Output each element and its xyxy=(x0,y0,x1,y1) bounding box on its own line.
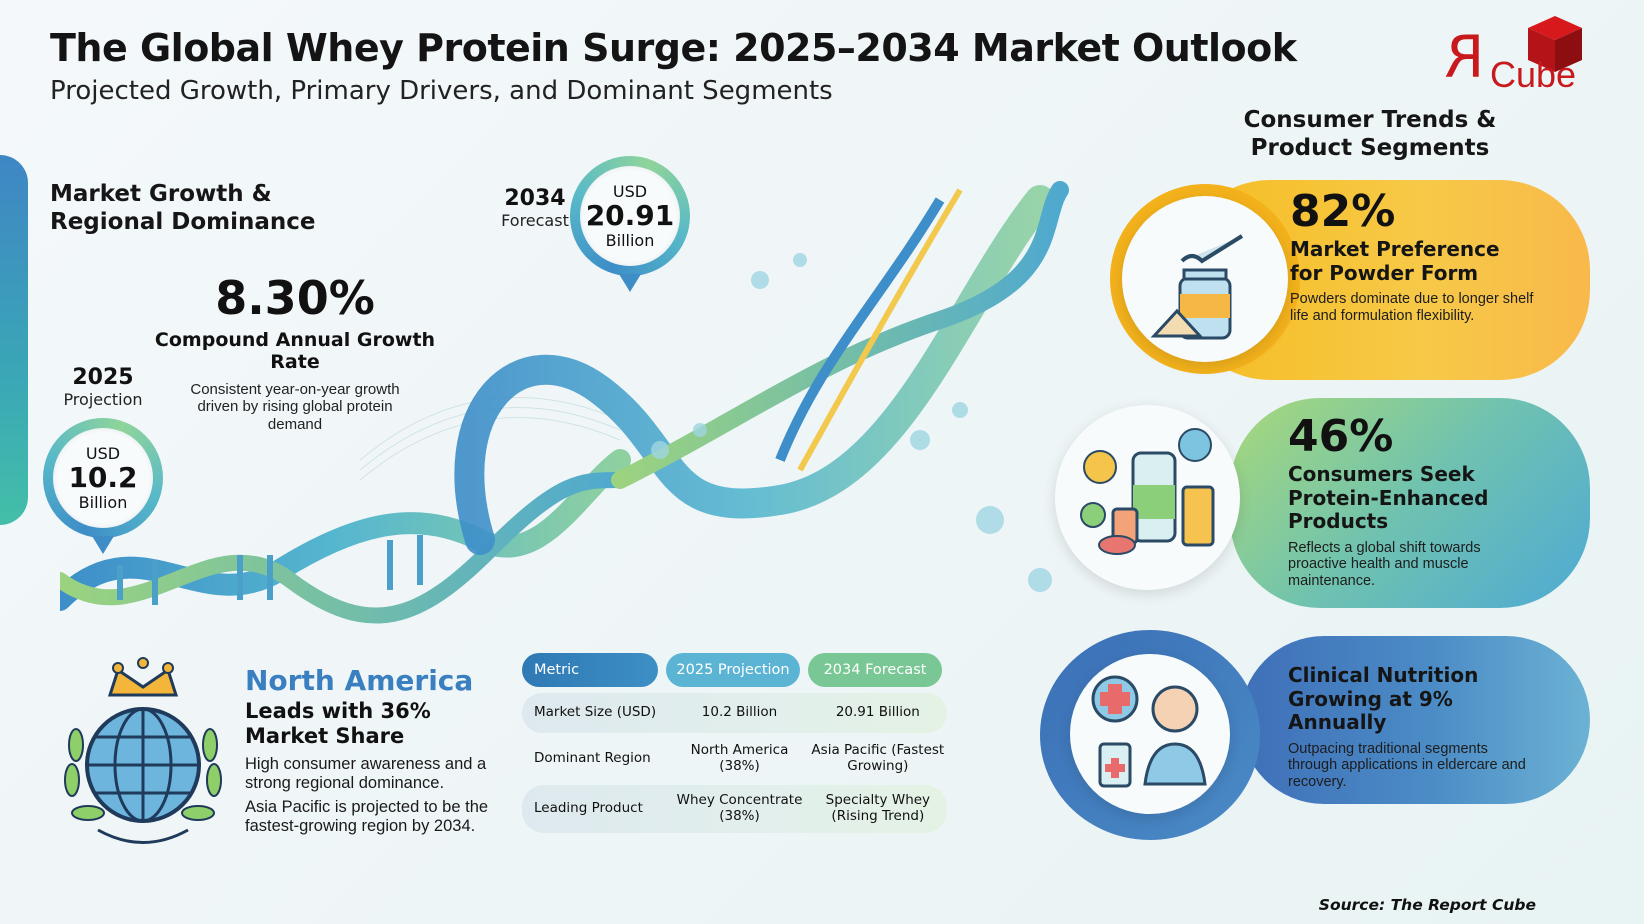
year-label: Forecast xyxy=(501,211,569,230)
cell-2034: Specialty Whey (Rising Trend) xyxy=(825,792,931,824)
cell-2034: 20.91 Billion xyxy=(835,704,920,721)
card-heading: Clinical Nutrition Growing at 9% Annuall… xyxy=(1288,663,1538,735)
globe-crown-laurel-icon xyxy=(64,657,222,844)
side-accent-tab xyxy=(0,155,28,525)
trend-card-clinical-nutrition xyxy=(1240,636,1590,804)
heading-line: Annually xyxy=(1288,710,1387,735)
card-description: Powders dominate due to longer shelf lif… xyxy=(1290,291,1534,324)
table-header: Metric 2025 Projection 2034 Forecast xyxy=(522,653,947,687)
trend-card-protein-enhanced xyxy=(1230,398,1590,608)
card-text: Clinical Nutrition Growing at 9% Annuall… xyxy=(1288,660,1538,791)
header-metric: Metric xyxy=(522,653,658,687)
heading-line: Consumer Trends & xyxy=(1243,107,1497,133)
consumer-trends-heading: Consumer Trends & Product Segments xyxy=(1230,106,1510,162)
source-credit: Source: The Report Cube xyxy=(1318,896,1536,914)
cube-icon xyxy=(1528,16,1582,72)
card-description: Outpacing traditional segments through a… xyxy=(1288,740,1526,791)
heading-line: Consumers Seek xyxy=(1288,462,1475,486)
heading-line: Protein-Enhanced xyxy=(1288,485,1489,510)
cell-metric: Leading Product xyxy=(534,800,643,817)
amount: 20.91 xyxy=(585,199,675,233)
table-row: Market Size (USD) 10.2 Billion 20.91 Bil… xyxy=(522,693,947,733)
logo-text: Cube xyxy=(1490,54,1577,95)
cell-2034: Asia Pacific (Fastest Growing) xyxy=(811,742,945,774)
card-heading: Market Preference for Powder Form xyxy=(1290,237,1540,285)
north-america-block: North America Leads with 36% Market Shar… xyxy=(245,664,505,835)
currency: USD xyxy=(612,182,648,202)
comparison-table: Metric 2025 Projection 2034 Forecast Mar… xyxy=(522,653,947,833)
table-row: Leading Product Whey Concentrate (38%) S… xyxy=(522,785,947,833)
header-2034: 2034 Forecast xyxy=(808,653,942,687)
card-percent: 82% xyxy=(1290,186,1396,237)
cell-2025: 10.2 Billion xyxy=(701,704,778,721)
year-label: Projection xyxy=(63,390,143,409)
logo-mark: R xyxy=(1444,23,1485,91)
subtitle-line: Leads with 36% xyxy=(245,698,431,723)
header-2025: 2025 Projection xyxy=(666,653,800,687)
card-text: 82% Market Preference for Powder Form Po… xyxy=(1290,190,1540,325)
heading-line: Regional Dominance xyxy=(50,209,316,236)
forecast-2034-label: 2034 Forecast xyxy=(480,186,590,230)
rcube-logo: R Cube xyxy=(1410,8,1610,98)
protein-foods-icon xyxy=(1055,405,1240,590)
elderly-patient-icon xyxy=(1070,654,1230,814)
subtitle-line: Market Share xyxy=(245,723,405,748)
heading-line: Market Preference xyxy=(1290,237,1500,261)
projection-2025-pin: USD 10.2 Billion xyxy=(43,418,163,538)
heading-line: for Powder Form xyxy=(1290,260,1479,285)
dna-helix-illustration xyxy=(60,181,1069,624)
unit: Billion xyxy=(605,230,655,250)
card-heading: Consumers Seek Protein-Enhanced Products xyxy=(1288,462,1538,534)
region-desc-2: Asia Pacific is projected to be the fast… xyxy=(245,798,489,835)
cell-metric: Dominant Region xyxy=(534,750,651,767)
heading-line: Market Growth & xyxy=(50,181,272,207)
page-subtitle: Projected Growth, Primary Drivers, and D… xyxy=(50,76,833,106)
cagr-description: Consistent year-on-year growth driven by… xyxy=(190,381,400,433)
card-percent: 46% xyxy=(1288,411,1394,462)
cell-2025: North America (38%) xyxy=(690,742,789,774)
cagr-block: 8.30% Compound Annual Growth Rate Consis… xyxy=(130,275,460,433)
region-title: North America xyxy=(245,664,474,697)
protein-powder-jar-icon xyxy=(1122,196,1288,362)
cagr-label: Compound Annual Growth Rate xyxy=(154,329,436,373)
heading-line: Growing at 9% xyxy=(1288,686,1453,711)
amount: 10.2 xyxy=(68,461,138,495)
cagr-value: 8.30% xyxy=(215,271,375,325)
region-subtitle: Leads with 36% Market Share xyxy=(245,699,505,749)
year: 2034 xyxy=(504,186,566,211)
market-growth-heading: Market Growth & Regional Dominance xyxy=(50,180,316,236)
currency: USD xyxy=(85,444,121,464)
card-text: 46% Consumers Seek Protein-Enhanced Prod… xyxy=(1288,415,1538,590)
page-title: The Global Whey Protein Surge: 2025–2034… xyxy=(50,26,1297,70)
projection-2025-label: 2025 Projection xyxy=(48,365,158,409)
card-description: Reflects a global shift towards proactiv… xyxy=(1288,539,1481,590)
region-desc-1: High consumer awareness and a strong reg… xyxy=(245,755,487,792)
heading-line: Clinical Nutrition xyxy=(1288,663,1479,687)
unit: Billion xyxy=(78,492,128,512)
table-row: Dominant Region North America (38%) Asia… xyxy=(522,739,947,779)
cell-2025: Whey Concentrate (38%) xyxy=(676,792,803,824)
cell-metric: Market Size (USD) xyxy=(534,704,657,721)
heading-line: Product Segments xyxy=(1250,135,1490,162)
heading-line: Products xyxy=(1288,509,1389,534)
year: 2025 xyxy=(72,365,134,390)
forecast-2034-pin: USD 20.91 Billion xyxy=(570,156,690,276)
